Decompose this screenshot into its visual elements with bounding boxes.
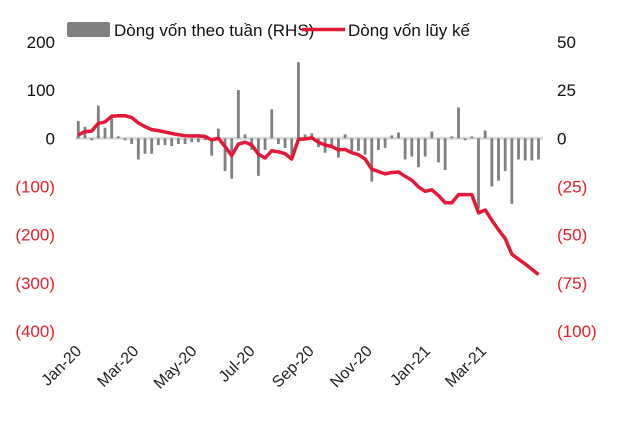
- right-axis-tick-label: 25: [557, 81, 576, 100]
- weekly-flow-bar: [337, 138, 340, 158]
- left-axis-tick-label: (400): [15, 322, 55, 341]
- weekly-flow-bar: [183, 138, 187, 145]
- weekly-flow-bar: [390, 135, 394, 139]
- weekly-flow-bar: [523, 138, 527, 161]
- weekly-flow-bar: [256, 138, 260, 176]
- weekly-flow-bar: [136, 138, 140, 160]
- weekly-flow-bar: [417, 138, 420, 168]
- weekly-flow-bar: [457, 107, 460, 139]
- weekly-flow-bar: [196, 138, 200, 143]
- weekly-flow-bar: [270, 109, 274, 139]
- left-axis-tick-label: 200: [27, 33, 55, 52]
- right-axis-tick-label: (50): [557, 226, 587, 245]
- weekly-flow-bar: [437, 138, 440, 163]
- weekly-flow-bar: [450, 136, 454, 139]
- weekly-flow-bar: [130, 138, 134, 145]
- x-axis-tick-label: Jul-20: [216, 343, 259, 386]
- weekly-flow-bar: [156, 138, 160, 146]
- weekly-flow-bar: [303, 134, 307, 139]
- weekly-flow-bar: [263, 138, 267, 150]
- weekly-flow-bar: [363, 138, 367, 155]
- legend: Dòng vốn theo tuần (RHS) Dòng vốn lũy kế: [67, 21, 470, 40]
- weekly-flow-bar: [377, 138, 380, 150]
- left-axis-tick-label: (300): [15, 274, 55, 293]
- weekly-flow-bar: [410, 138, 414, 157]
- left-axis-tick-label: (100): [15, 177, 55, 196]
- weekly-flow-bar: [103, 127, 107, 139]
- weekly-flow-bar: [110, 118, 114, 139]
- cumulative-flow-line: [77, 113, 540, 276]
- weekly-flow-bar: [330, 138, 334, 146]
- x-axis-tick-label: Nov-20: [327, 343, 376, 392]
- legend-line-label: Dòng vốn lũy kế: [348, 21, 470, 40]
- left-axis-tick-label: (200): [15, 226, 55, 245]
- weekly-flow-bar: [176, 138, 180, 145]
- weekly-flow-bar: [216, 128, 220, 139]
- weekly-flow-bar: [297, 62, 300, 139]
- weekly-flow-bar: [283, 138, 287, 148]
- left-axis-tick-label: 0: [46, 129, 55, 148]
- weekly-flow-bar: [477, 138, 480, 209]
- weekly-flow-bar: [76, 120, 80, 139]
- weekly-flow-bar: [397, 132, 400, 139]
- weekly-flow-bar: [290, 138, 294, 158]
- weekly-flow-bar: [530, 138, 534, 161]
- legend-bar-label: Dòng vốn theo tuần (RHS): [114, 21, 314, 40]
- weekly-flow-bar: [503, 138, 507, 172]
- weekly-flow-bar: [123, 138, 127, 141]
- weekly-flow-bar: [383, 138, 387, 148]
- weekly-flow-bar: [143, 138, 147, 154]
- right-axis-tick-label: 50: [557, 33, 576, 52]
- weekly-flow-bar: [230, 138, 234, 179]
- weekly-flow-bar: [357, 138, 360, 151]
- weekly-flow-bar: [223, 138, 227, 172]
- weekly-flow-bar: [116, 136, 120, 139]
- right-axis-tick-label: (75): [557, 274, 587, 293]
- weekly-flow-bar: [350, 138, 354, 151]
- right-axis-tick-label: (100): [557, 322, 597, 341]
- weekly-flow-bar: [310, 133, 314, 139]
- weekly-flow-bar: [403, 138, 407, 160]
- weekly-flow-bar: [210, 138, 214, 156]
- weekly-flow-bar: [236, 90, 240, 139]
- weekly-flow-bar: [423, 138, 427, 157]
- left-axis-tick-label: 100: [27, 81, 55, 100]
- weekly-flow-bar: [203, 138, 207, 141]
- weekly-flow-bar: [463, 138, 467, 141]
- weekly-flow-bar: [443, 138, 447, 171]
- weekly-flow-bar: [470, 136, 474, 139]
- weekly-flow-bar: [190, 138, 194, 143]
- x-axis-tick-label: May-20: [151, 343, 201, 393]
- x-axis-tick-label: Mar-21: [442, 343, 490, 391]
- weekly-flow-bar: [163, 138, 167, 146]
- x-axis-tick-label: Sep-20: [269, 343, 318, 392]
- weekly-flow-bar: [243, 134, 247, 139]
- weekly-flow-bar: [483, 130, 487, 139]
- weekly-flow-bar: [90, 138, 94, 141]
- legend-bar-swatch: [67, 22, 110, 37]
- weekly-flow-bar: [497, 138, 500, 181]
- weekly-flow-bar: [343, 134, 347, 139]
- right-axis-tick-label: 0: [557, 129, 566, 148]
- x-axis-tick-label: Jan-21: [387, 343, 434, 390]
- x-axis-tick-label: Mar-20: [95, 343, 143, 391]
- weekly-flow-bar: [510, 138, 514, 204]
- weekly-flow-bar: [430, 131, 434, 139]
- weekly-flow-bar: [537, 138, 540, 160]
- weekly-flow-bar: [170, 138, 174, 147]
- weekly-flow-bar: [517, 138, 520, 160]
- weekly-flow-bar: [150, 138, 154, 154]
- weekly-flow-bar: [370, 138, 374, 182]
- x-axis-tick-label: Jan-20: [39, 343, 86, 390]
- weekly-flow-bar: [277, 138, 280, 145]
- right-axis-tick-label: (25): [557, 177, 587, 196]
- weekly-flow-bar: [490, 138, 494, 187]
